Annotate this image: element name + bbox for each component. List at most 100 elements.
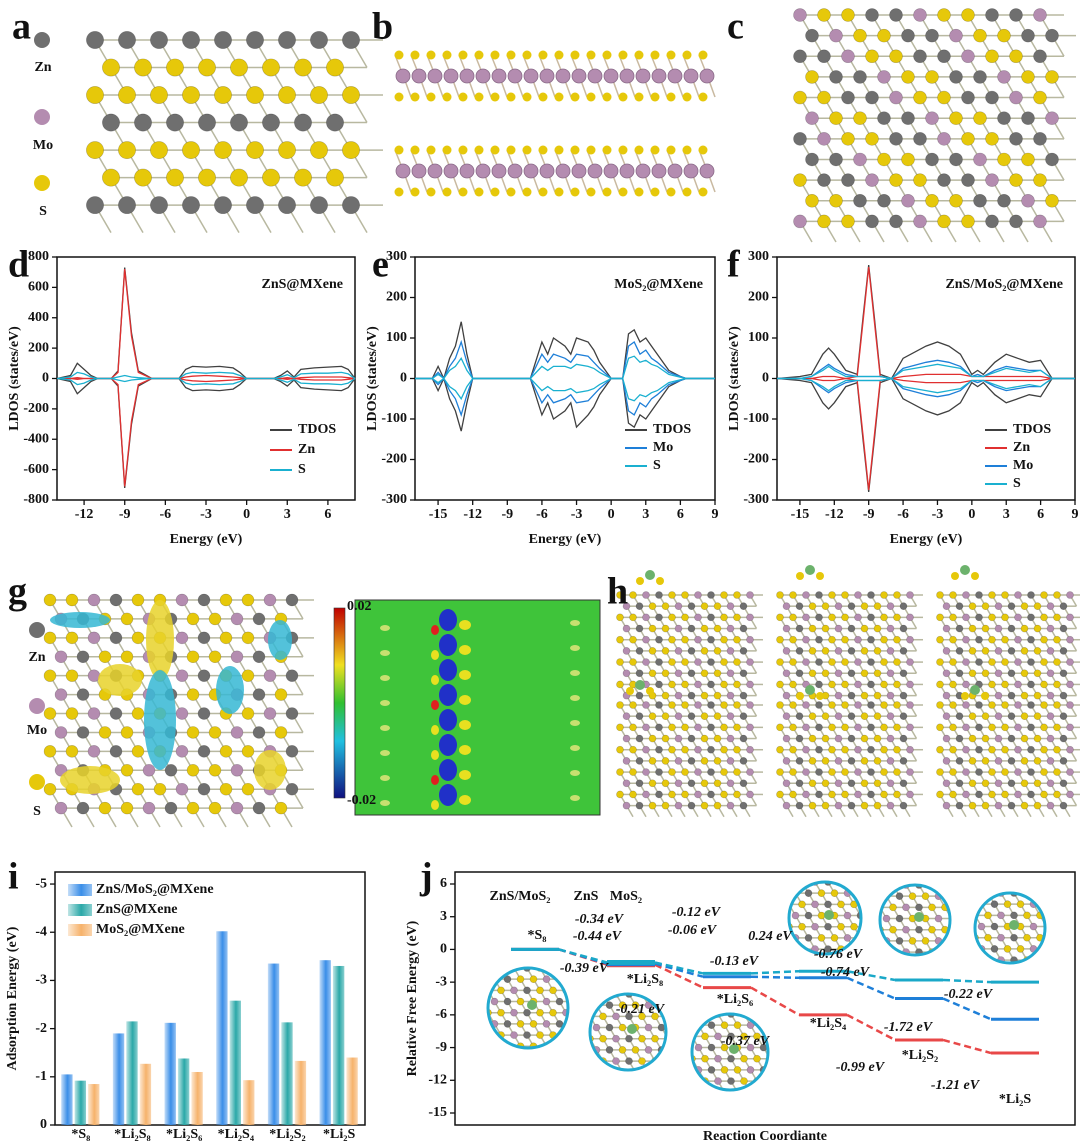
- atom: [1033, 712, 1042, 720]
- contour-spot: [380, 625, 390, 631]
- atom: [873, 779, 882, 788]
- atom: [197, 593, 211, 607]
- atom: [975, 893, 979, 897]
- atom-label: S: [39, 204, 47, 219]
- atom: [1036, 893, 1044, 897]
- atom: [683, 163, 699, 179]
- atom: [828, 591, 836, 599]
- contour-spot: [459, 720, 471, 730]
- contour-spot: [570, 645, 580, 651]
- atom: [131, 707, 145, 720]
- atom: [973, 193, 987, 208]
- atom: [1045, 70, 1059, 84]
- atom: [687, 669, 696, 678]
- atom: [186, 650, 200, 664]
- y-tick-label: 0: [762, 371, 769, 386]
- atom: [182, 31, 200, 49]
- atom: [694, 790, 702, 799]
- atom: [442, 50, 452, 60]
- legend-label: Mo: [1013, 458, 1033, 473]
- atom: [707, 613, 715, 622]
- atom: [841, 723, 849, 732]
- contour-spot: [380, 800, 390, 806]
- atom: [661, 801, 670, 810]
- atom: [43, 707, 57, 720]
- atom: [713, 691, 722, 700]
- atom: [941, 948, 949, 955]
- atom: [102, 168, 120, 187]
- atom-lattice: [86, 31, 383, 234]
- atom: [860, 712, 869, 720]
- atom: [853, 193, 867, 208]
- atom: [865, 8, 879, 22]
- atom: [700, 691, 709, 700]
- adsorbate: [981, 692, 989, 700]
- atom: [241, 707, 255, 720]
- atom: [700, 647, 709, 655]
- structures: 0.02 -0.02: [29, 8, 1080, 1092]
- atom: [793, 132, 807, 146]
- bar: [346, 1057, 358, 1125]
- charge-blob: [98, 664, 142, 696]
- atom: [602, 92, 612, 102]
- atom: [1046, 712, 1055, 720]
- atom: [475, 163, 491, 179]
- atom: [805, 28, 819, 43]
- atom: [994, 712, 1003, 720]
- atom: [994, 691, 1003, 700]
- atom: [1007, 691, 1016, 700]
- atom: [906, 613, 914, 622]
- atom: [1029, 922, 1038, 931]
- atom: [873, 712, 882, 720]
- atom: [586, 92, 596, 102]
- atom: [961, 214, 975, 229]
- atom: [98, 801, 112, 815]
- atom: [828, 680, 836, 689]
- atom: [789, 882, 793, 886]
- bond: [789, 948, 797, 954]
- atom: [634, 187, 644, 197]
- charts: a b cd e fg hi jZnMoSZnMoS-800-600-400-2000200…: [5, 6, 1078, 1142]
- atom: [850, 882, 858, 886]
- atom: [802, 635, 810, 644]
- atom: [824, 900, 832, 909]
- atom: [782, 734, 791, 743]
- atom: [555, 1042, 564, 1048]
- atom: [120, 650, 134, 664]
- atom: [683, 68, 699, 84]
- atom: [789, 658, 797, 666]
- atom: [230, 650, 244, 664]
- bar: [216, 931, 228, 1125]
- atom: [118, 196, 136, 215]
- atom: [720, 635, 728, 644]
- atom: [668, 790, 676, 799]
- atom: [562, 1031, 568, 1039]
- y-tick-label: 100: [748, 330, 769, 345]
- atom: [570, 50, 580, 60]
- x-tick-label: -3: [571, 507, 583, 522]
- atom: [278, 31, 296, 49]
- atom: [1059, 691, 1068, 700]
- atom: [782, 757, 791, 765]
- atom: [459, 68, 475, 84]
- atom: [65, 707, 79, 720]
- atom: [1053, 768, 1061, 776]
- atom: [214, 31, 232, 49]
- atom-key: [34, 32, 50, 48]
- atom: [252, 688, 266, 701]
- atom: [285, 707, 299, 720]
- atom: [726, 734, 735, 743]
- atom: [1053, 790, 1061, 799]
- contour-spot: [439, 609, 457, 631]
- atom: [841, 591, 849, 599]
- atom: [782, 669, 791, 678]
- atom: [746, 723, 754, 732]
- atom: [942, 801, 951, 810]
- atom: [815, 591, 823, 599]
- atom: [877, 152, 891, 167]
- connector: [942, 1038, 992, 1055]
- atom: [720, 723, 728, 732]
- atom: [326, 168, 344, 187]
- atom: [1040, 768, 1048, 776]
- atom: [198, 168, 216, 187]
